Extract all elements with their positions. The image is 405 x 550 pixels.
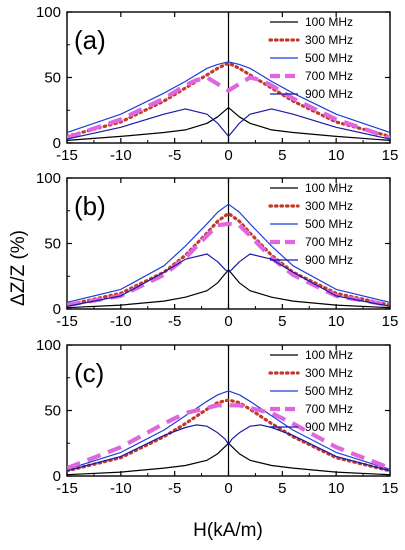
legend-label: 700 MHz [305,402,353,416]
x-tick-label: -10 [110,480,132,497]
series-line-500-mhz [67,203,390,303]
panel-3: -15 -10 -5 0 5 10 15 0 50 100 (c) 100 MHz 300 MHz 500… [36,337,398,497]
y-tick-label: 100 [36,4,61,21]
x-tick-label: 0 [224,480,232,497]
panel-1: -15 -10 -5 0 5 10 15 0 50 100 (a) 100 MHz 300 MHz 500… [36,4,398,164]
legend-label: 700 MHz [305,235,353,249]
legend-label: 700 MHz [305,69,353,83]
x-tick-label: 15 [382,313,399,330]
series-line-500-mhz [67,61,390,134]
series-group [67,390,390,476]
x-tick-label: 15 [382,480,399,497]
series-line-100-mhz [67,106,390,141]
series-line-700-mhz [67,221,390,308]
x-tick-label: -5 [168,147,181,164]
x-tick-label: -15 [56,480,78,497]
legend-label: 300 MHz [305,366,353,380]
y-tick-label: 100 [36,170,61,187]
x-tick-label: -15 [56,313,78,330]
x-tick-label: 10 [328,480,345,497]
legend-label: 100 MHz [305,181,353,195]
series-line-100-mhz [67,442,390,476]
series-line-900-mhz [67,253,390,307]
x-tick-label: -10 [110,313,132,330]
x-tick-label: 0 [224,313,232,330]
y-tick-label: 0 [53,468,61,485]
legend: 100 MHz 300 MHz 500 MHz 700 MHz 900 MHz [268,181,353,267]
legend-label: 300 MHz [305,33,353,47]
y-axis-title: ΔZ/Z (%) [8,230,29,306]
panel-label: (a) [74,25,106,55]
x-tick-label: -10 [110,147,132,164]
series-line-900-mhz [67,108,390,140]
series-group [67,203,390,309]
y-tick-label: 100 [36,337,61,354]
panel-label: (c) [74,358,104,388]
y-tick-label: 0 [53,301,61,318]
legend-label: 900 MHz [305,420,353,434]
x-tick-label: -15 [56,147,78,164]
x-tick-label: 10 [328,147,345,164]
x-axis-title: H(kA/m) [193,520,263,541]
x-tick-label: 10 [328,313,345,330]
y-tick-label: 0 [53,135,61,152]
legend-label: 900 MHz [305,87,353,101]
x-tick-label: 15 [382,147,399,164]
legend-label: 100 MHz [305,15,353,29]
series-line-300-mhz [67,61,390,138]
series-line-700-mhz [67,403,390,471]
series-line-300-mhz [67,398,390,473]
panel-label: (b) [74,191,106,221]
x-tick-label: -5 [168,313,181,330]
legend-label: 500 MHz [305,51,353,65]
y-tick-label: 50 [44,70,61,87]
x-tick-label: 5 [278,480,286,497]
panel-2: -15 -10 -5 0 5 10 15 0 50 100 (b) 100 MHz 300 MHz 500… [36,170,398,330]
legend-label: 500 MHz [305,384,353,398]
legend: 100 MHz 300 MHz 500 MHz 700 MHz 900 MHz [268,15,353,101]
x-tick-label: 5 [278,313,286,330]
series-line-500-mhz [67,390,390,470]
legend-label: 100 MHz [305,348,353,362]
legend: 100 MHz 300 MHz 500 MHz 700 MHz 900 MHz [268,348,353,434]
y-tick-label: 50 [44,236,61,253]
x-tick-label: 5 [278,147,286,164]
series-line-100-mhz [67,269,390,309]
series-line-900-mhz [67,424,390,472]
legend-label: 300 MHz [305,199,353,213]
legend-label: 500 MHz [305,217,353,231]
x-tick-label: -5 [168,480,181,497]
x-tick-label: 0 [224,147,232,164]
legend-label: 900 MHz [305,253,353,267]
y-tick-label: 50 [44,403,61,420]
